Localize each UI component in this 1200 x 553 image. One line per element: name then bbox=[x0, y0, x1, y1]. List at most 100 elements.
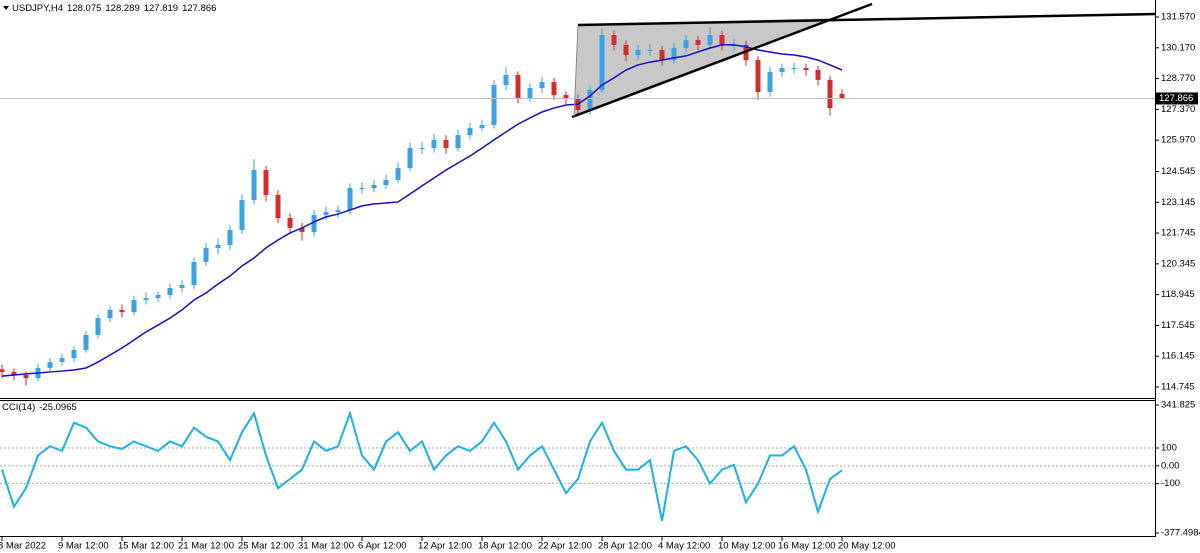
y-tick-label: 117.545 bbox=[1161, 320, 1195, 331]
y-tick-label: 124.545 bbox=[1161, 166, 1195, 177]
price-label: 127.866 bbox=[1159, 93, 1193, 104]
candle-body bbox=[0, 369, 5, 372]
candle-body bbox=[215, 245, 221, 248]
candle-body bbox=[167, 287, 173, 295]
candle-body bbox=[635, 49, 641, 56]
pattern-edge bbox=[573, 24, 579, 118]
high: 128.289 bbox=[105, 3, 139, 14]
y-tick-label: 123.145 bbox=[1161, 197, 1195, 208]
candle-body bbox=[251, 170, 257, 200]
candle-body bbox=[203, 247, 209, 262]
candle-body bbox=[323, 212, 329, 215]
candle-body bbox=[707, 35, 713, 45]
candle-body bbox=[827, 79, 833, 109]
y-tick-label: 0.00 bbox=[1161, 460, 1180, 471]
x-tick-label: 18 Apr 12:00 bbox=[478, 541, 532, 552]
candle-body bbox=[815, 69, 821, 80]
candle-body bbox=[779, 68, 785, 72]
candle-body bbox=[719, 35, 725, 45]
x-tick-label: 12 Apr 12:00 bbox=[418, 541, 472, 552]
y-tick-label: 125.970 bbox=[1161, 135, 1195, 146]
open: 128.075 bbox=[67, 3, 101, 14]
candle-body bbox=[479, 124, 485, 129]
candle-body bbox=[143, 298, 149, 301]
candle-body bbox=[371, 185, 377, 189]
candle-body bbox=[275, 194, 281, 219]
price-label-box bbox=[1156, 92, 1198, 105]
x-tick-label: 31 Mar 12:00 bbox=[298, 541, 354, 552]
x-tick-label: 4 May 12:00 bbox=[658, 541, 710, 552]
candle-body bbox=[47, 362, 53, 368]
x-tick-label: 21 Mar 12:00 bbox=[178, 541, 234, 552]
chart-header: USDJPY,H4 128.075 128.289 127.819 127.866 bbox=[12, 3, 216, 14]
candle-body bbox=[659, 49, 665, 61]
y-tick-label: 341.825 bbox=[1161, 400, 1195, 411]
x-tick-label: 15 Mar 12:00 bbox=[118, 541, 174, 552]
candle-body bbox=[287, 218, 293, 228]
candle-body bbox=[23, 375, 29, 379]
candle-body bbox=[455, 135, 461, 149]
candle-body bbox=[11, 371, 17, 376]
candle-body bbox=[239, 199, 245, 231]
candle-body bbox=[71, 349, 77, 359]
candle-body bbox=[419, 148, 425, 150]
y-tick-label: 100 bbox=[1161, 443, 1177, 454]
x-tick-label: 9 Mar 12:00 bbox=[58, 541, 109, 552]
y-tick-label: 120.345 bbox=[1161, 258, 1195, 269]
candle-body bbox=[443, 139, 449, 149]
candle-body bbox=[95, 318, 101, 335]
y-tick-label: 127.370 bbox=[1161, 104, 1195, 115]
candle-body bbox=[407, 148, 413, 169]
candle-body bbox=[107, 309, 113, 319]
indicator-name: CCI(14) bbox=[2, 402, 35, 413]
indicator-header: CCI(14) -25.0965 bbox=[2, 402, 77, 413]
x-tick-label: 10 May 12:00 bbox=[718, 541, 776, 552]
y-tick-label: 130.170 bbox=[1161, 42, 1195, 53]
candle-body bbox=[311, 214, 317, 233]
x-tick-label: 20 May 12:00 bbox=[838, 541, 896, 552]
candle-body bbox=[191, 261, 197, 286]
candle-body bbox=[347, 188, 353, 211]
x-tick-label: 25 Mar 12:00 bbox=[238, 541, 294, 552]
candle-body bbox=[131, 300, 137, 313]
trend-line bbox=[571, 2, 873, 119]
y-tick-label: 114.745 bbox=[1161, 382, 1195, 393]
candle-body bbox=[791, 68, 797, 70]
candle-body bbox=[599, 35, 605, 91]
y-tick-label: 116.145 bbox=[1161, 351, 1195, 362]
candle-body bbox=[671, 48, 677, 61]
indicator-value: -25.0965 bbox=[39, 402, 77, 413]
y-tick-label: -377.4984 bbox=[1161, 528, 1200, 539]
trend-line bbox=[577, 12, 1156, 27]
candle-body bbox=[491, 84, 497, 125]
candle-body bbox=[59, 358, 65, 363]
indicator-line bbox=[1, 410, 843, 522]
candle-body bbox=[119, 309, 125, 313]
y-tick-label: 118.945 bbox=[1161, 289, 1195, 300]
candle-body bbox=[527, 88, 533, 98]
candle-body bbox=[551, 82, 557, 96]
candle-body bbox=[623, 44, 629, 56]
candle-body bbox=[755, 60, 761, 92]
candle-body bbox=[359, 188, 365, 190]
candle-body bbox=[299, 227, 305, 233]
trend-lines bbox=[571, 2, 1156, 119]
candle-body bbox=[431, 139, 437, 149]
x-tick-label: 8 Mar 2022 bbox=[0, 541, 46, 552]
candle-body bbox=[563, 95, 569, 98]
candle-body bbox=[803, 68, 809, 70]
low: 127.819 bbox=[144, 3, 178, 14]
candle-body bbox=[839, 93, 845, 99]
candle-body bbox=[335, 210, 341, 213]
x-tick-label: 6 Apr 12:00 bbox=[358, 541, 407, 552]
marks bbox=[0, 27, 1155, 522]
candle-body bbox=[587, 90, 593, 111]
candle-body bbox=[83, 334, 89, 350]
x-tick-label: 16 May 12:00 bbox=[778, 541, 836, 552]
candle-body bbox=[383, 179, 389, 186]
candle-body bbox=[467, 128, 473, 136]
y-tick-label: 128.770 bbox=[1161, 73, 1195, 84]
menu-icon[interactable] bbox=[3, 6, 9, 10]
x-tick-label: 28 Apr 12:00 bbox=[598, 541, 652, 552]
